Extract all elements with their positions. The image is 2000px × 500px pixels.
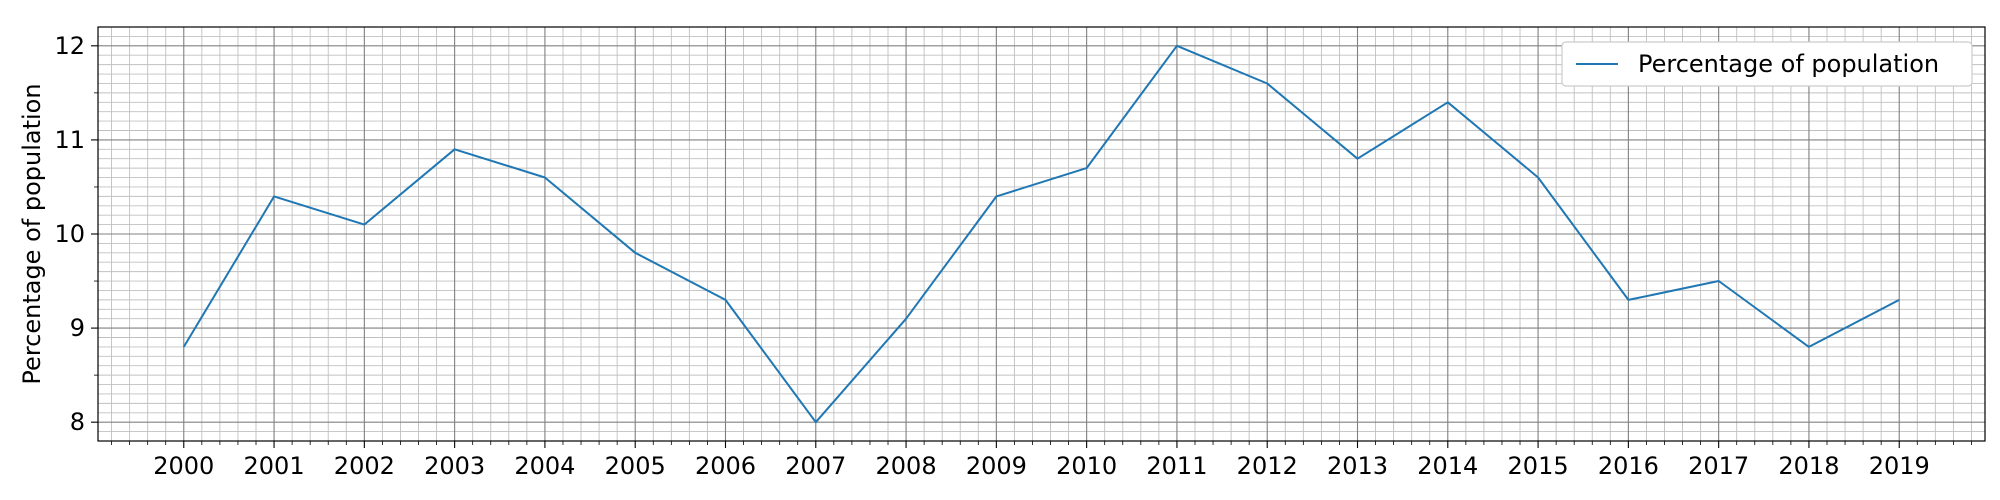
x-tick-label: 2008 [876,452,937,480]
x-tick-label: 2009 [966,452,1027,480]
x-tick-label: 2001 [244,452,305,480]
legend-label: Percentage of population [1638,50,1939,78]
x-tick-label: 2000 [153,452,214,480]
y-tick-label: 11 [54,126,85,154]
x-tick-label: 2013 [1327,452,1388,480]
x-tick-label: 2003 [424,452,485,480]
y-tick-label: 10 [54,220,85,248]
legend: Percentage of population [1561,41,1973,87]
x-tick-label: 2007 [785,452,846,480]
x-tick-label: 2014 [1417,452,1478,480]
x-tick-label: 2016 [1598,452,1659,480]
x-tick-label: 2018 [1778,452,1839,480]
axis-ticks [91,45,1972,448]
plot-frame [97,26,1986,442]
x-tick-label: 2006 [695,452,756,480]
y-tick-label: 12 [54,32,85,60]
y-axis-label: Percentage of population [18,83,46,384]
series-layer [182,44,1900,424]
legend-box [1561,41,1973,87]
y-tick-label: 9 [70,314,85,342]
y-tick-label: 8 [70,408,85,436]
x-tick-label: 2002 [334,452,395,480]
x-tick-label: 2019 [1869,452,1930,480]
series-line [182,44,1900,424]
x-tick-label: 2015 [1508,452,1569,480]
x-tick-label: 2005 [605,452,666,480]
x-tick-label: 2004 [514,452,575,480]
x-tick-label: 2010 [1056,452,1117,480]
x-tick-label: 2011 [1146,452,1207,480]
x-tick-label: 2017 [1688,452,1749,480]
grid [98,27,1985,442]
x-tick-label: 2012 [1237,452,1298,480]
tick-labels: 2000 2001 2002 2003 2004 2005 2006 2007 2008 2009… [54,32,1929,480]
